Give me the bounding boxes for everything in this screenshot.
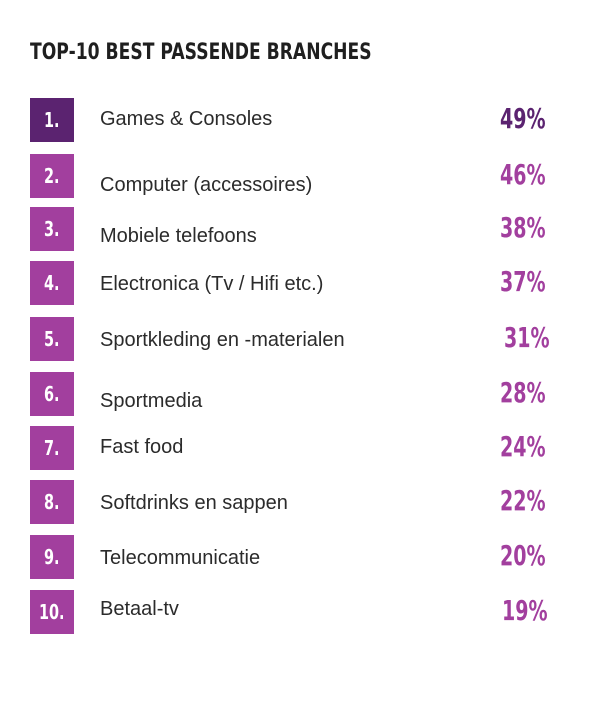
percentage-value: 46%: [500, 158, 546, 191]
branche-label: Fast food: [100, 436, 184, 458]
rank-badge: 7.: [30, 426, 74, 470]
rank-badge: 10.: [30, 590, 74, 634]
rank-badge: 2.: [30, 154, 74, 198]
rank-number: 6.: [44, 382, 60, 406]
percentage-value: 49%: [500, 102, 546, 135]
rank-number: 4.: [44, 271, 60, 295]
rank-number: 3.: [44, 217, 60, 241]
rank-badge: 5.: [30, 317, 74, 361]
list-item: 10. Betaal-tv 19%: [30, 590, 570, 634]
branche-label: Sportmedia: [100, 390, 203, 412]
rank-number: 2.: [44, 164, 60, 188]
percentage-value: 24%: [500, 430, 546, 463]
rank-number: 5.: [44, 327, 60, 351]
rank-number: 1.: [44, 108, 60, 132]
rank-badge: 8.: [30, 480, 74, 524]
rank-badge: 1.: [30, 98, 74, 142]
rank-number: 10.: [39, 600, 65, 624]
percentage-value: 28%: [500, 376, 546, 409]
percentage-value: 37%: [500, 265, 546, 298]
list-item: 9. Telecommunicatie 20%: [30, 535, 570, 579]
branche-label: Softdrinks en sappen: [100, 492, 288, 514]
list-item: 4. Electronica (Tv / Hifi etc.) 37%: [30, 261, 570, 305]
rank-number: 8.: [44, 490, 60, 514]
branche-label: Electronica (Tv / Hifi etc.): [100, 273, 324, 295]
percentage-value: 38%: [500, 211, 546, 244]
rank-badge: 3.: [30, 207, 74, 251]
chart-title: TOP-10 BEST PASSENDE BRANCHES: [30, 40, 372, 65]
rank-number: 9.: [44, 545, 60, 569]
rank-badge: 9.: [30, 535, 74, 579]
rank-number: 7.: [44, 436, 60, 460]
list-item: 2. Computer (accessoires) 46%: [30, 154, 570, 198]
rank-badge: 6.: [30, 372, 74, 416]
branche-label: Betaal-tv: [100, 598, 179, 620]
list-item: 5. Sportkleding en -materialen 31%: [30, 317, 570, 361]
rank-badge: 4.: [30, 261, 74, 305]
branche-label: Telecommunicatie: [100, 547, 261, 569]
branche-label: Computer (accessoires): [100, 174, 313, 196]
list-item: 6. Sportmedia 28%: [30, 372, 570, 416]
branche-label: Mobiele telefoons: [100, 225, 257, 247]
percentage-value: 19%: [502, 594, 548, 627]
branche-label: Sportkleding en -materialen: [100, 329, 345, 351]
branche-label: Games & Consoles: [100, 108, 273, 130]
percentage-value: 22%: [500, 484, 546, 517]
list-item: 3. Mobiele telefoons 38%: [30, 207, 570, 251]
percentage-value: 31%: [504, 321, 550, 354]
list-item: 1. Games & Consoles 49%: [30, 98, 570, 142]
list-item: 7. Fast food 24%: [30, 426, 570, 470]
percentage-value: 20%: [500, 539, 546, 572]
list-item: 8. Softdrinks en sappen 22%: [30, 480, 570, 524]
